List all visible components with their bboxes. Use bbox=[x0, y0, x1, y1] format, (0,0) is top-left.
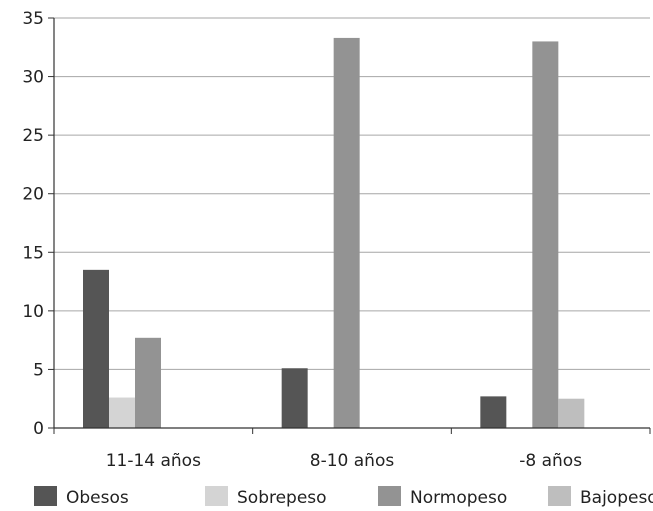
bar-obesos-2 bbox=[480, 396, 507, 428]
bar-obesos-1 bbox=[281, 368, 308, 428]
bar-normopeso-2 bbox=[532, 41, 559, 429]
legend-swatch-bajopeso bbox=[548, 486, 571, 506]
legend: Obesos Sobrepeso Normopeso Bajopeso bbox=[34, 486, 653, 508]
axes: 0 5 10 15 20 25 30 35 11-14 años 8-10 años -8 años bbox=[22, 9, 651, 471]
bar-obesos-0 bbox=[83, 269, 109, 428]
legend-swatch-normopeso bbox=[378, 486, 401, 506]
y-tick-label: 10 bbox=[22, 302, 44, 322]
x-category-label: 8-10 años bbox=[310, 451, 395, 471]
x-category-label: 11-14 años bbox=[106, 451, 201, 471]
y-tick-label: 25 bbox=[22, 126, 44, 146]
y-tick-label: 5 bbox=[33, 360, 44, 380]
y-tick-label: 0 bbox=[33, 419, 44, 439]
y-tick-label: 35 bbox=[22, 9, 44, 29]
bar-sobrepeso-0 bbox=[109, 397, 135, 428]
y-tick-label: 20 bbox=[22, 185, 44, 205]
y-tick-label: 30 bbox=[22, 68, 44, 88]
bar-normopeso-1 bbox=[333, 37, 360, 429]
legend-swatch-sobrepeso bbox=[205, 486, 228, 506]
bar-normopeso-0 bbox=[135, 337, 161, 428]
legend-swatch-obesos bbox=[34, 486, 57, 506]
legend-label-obesos: Obesos bbox=[66, 488, 129, 507]
bars bbox=[83, 37, 585, 429]
legend-label-normopeso: Normopeso bbox=[410, 488, 507, 507]
bar-bajopeso-2 bbox=[558, 398, 585, 428]
x-category-label: -8 años bbox=[519, 451, 582, 471]
y-tick-label: 15 bbox=[22, 243, 44, 263]
legend-label-bajopeso: Bajopeso bbox=[580, 488, 653, 507]
legend-label-sobrepeso: Sobrepeso bbox=[237, 488, 327, 507]
